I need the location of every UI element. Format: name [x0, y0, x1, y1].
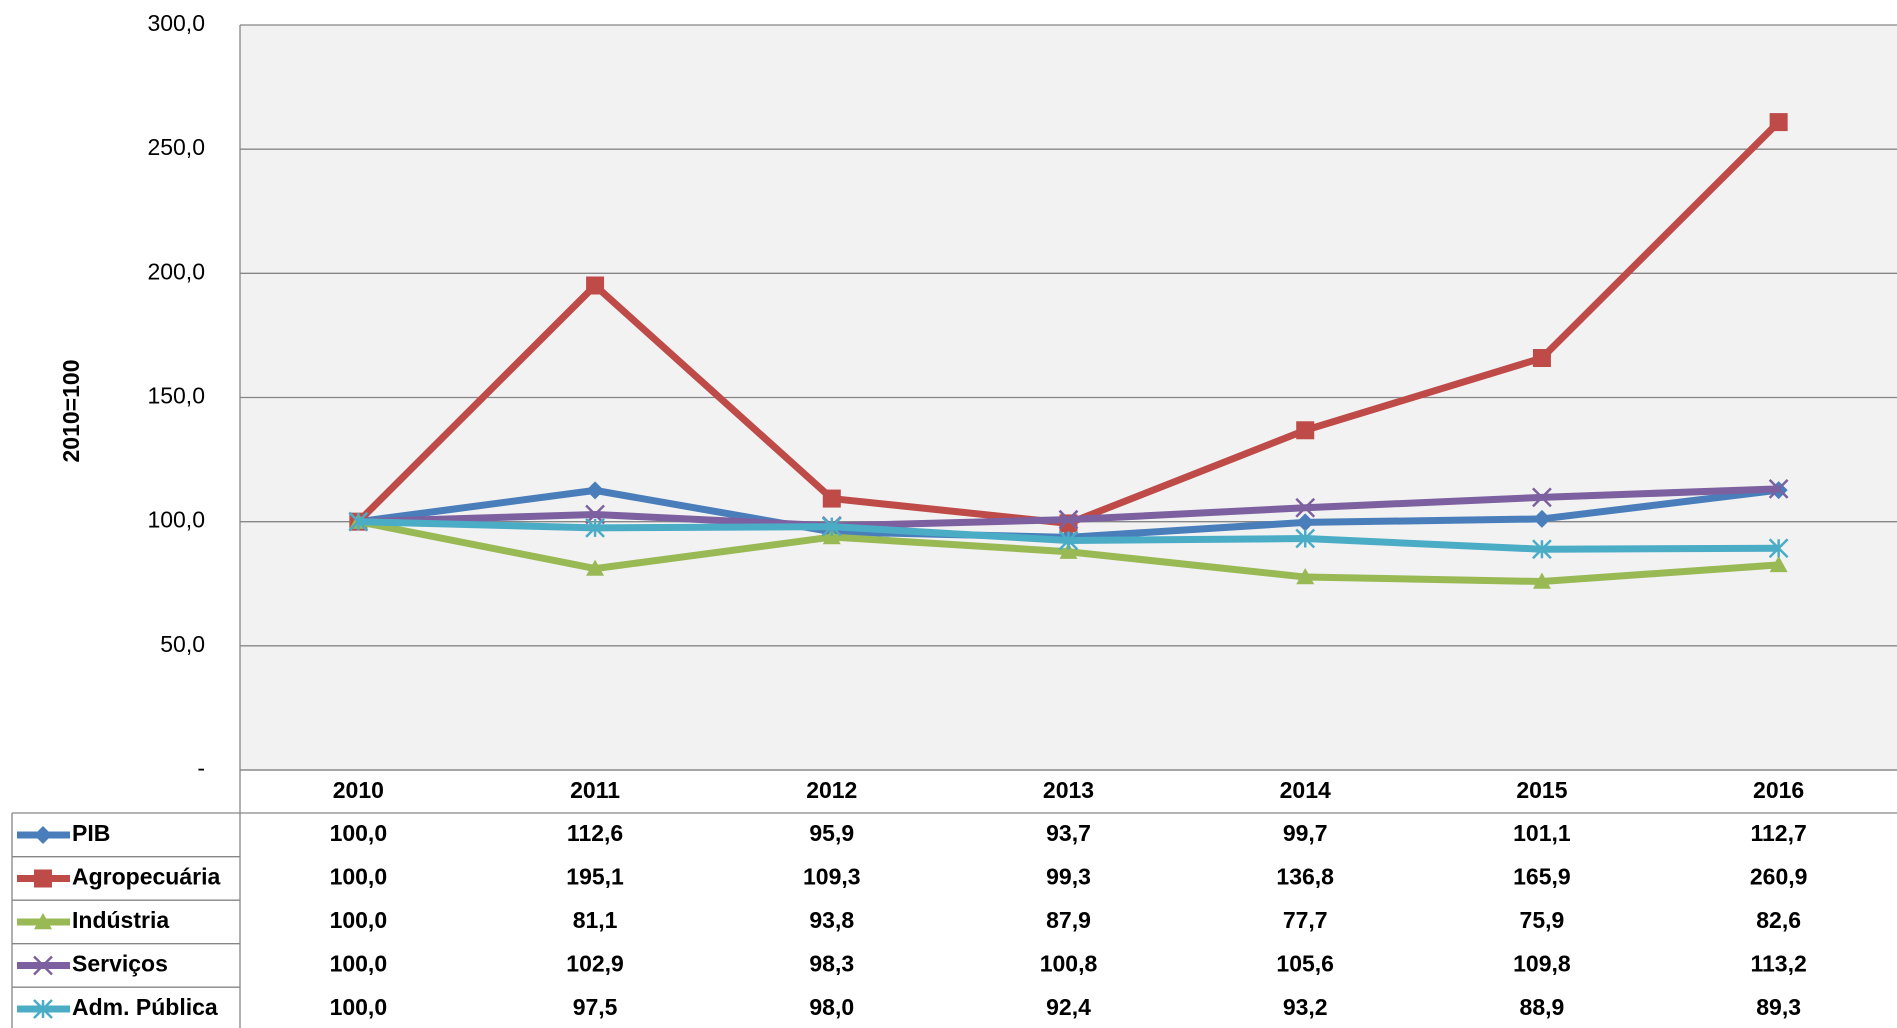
x-tick-label: 2014 [1280, 777, 1331, 803]
y-tick-label: 50,0 [160, 631, 205, 657]
legend-label: Adm. Pública [72, 994, 218, 1020]
table-cell: 82,6 [1756, 907, 1801, 933]
table-cell: 102,9 [566, 951, 624, 977]
table-cell: 89,3 [1756, 994, 1801, 1020]
y-tick-label: 300,0 [147, 10, 205, 36]
table-cell: 99,7 [1283, 820, 1328, 846]
marker [1532, 572, 1551, 589]
marker [1532, 487, 1552, 508]
table-cell: 98,0 [809, 994, 854, 1020]
table-cell: 136,8 [1276, 864, 1334, 890]
legend-key [33, 955, 53, 976]
legend-label: Indústria [72, 907, 169, 933]
marker [1768, 479, 1789, 499]
marker [1295, 528, 1316, 549]
marker [348, 511, 369, 532]
marker [34, 826, 52, 844]
x-tick-label: 2010 [333, 777, 384, 803]
marker [586, 276, 605, 295]
table-cell: 100,0 [330, 994, 388, 1020]
table-cell: 112,7 [1750, 820, 1806, 846]
table-cell: 101,1 [1513, 820, 1571, 846]
table-cell: 98,3 [809, 951, 854, 977]
table-cell: 165,9 [1513, 864, 1571, 890]
marker [821, 516, 842, 537]
marker [33, 955, 53, 976]
legend-label: PIB [72, 820, 110, 846]
marker [585, 517, 605, 538]
x-tick-label: 2013 [1043, 777, 1094, 803]
table-cell: 260,9 [1750, 864, 1808, 890]
table-cell: 95,9 [809, 820, 854, 846]
marker [1058, 530, 1079, 551]
y-tick-label: 250,0 [147, 134, 205, 160]
y-tick-label: 150,0 [147, 383, 205, 409]
legend-label: Agropecuária [72, 864, 220, 890]
marker [586, 481, 605, 500]
table-cell: 99,3 [1046, 864, 1091, 890]
table-cell: 92,4 [1046, 994, 1091, 1020]
legend-key [34, 913, 52, 930]
marker [34, 913, 52, 930]
marker [586, 559, 605, 576]
table-cell: 105,6 [1276, 951, 1334, 977]
table-cell: 100,0 [330, 820, 388, 846]
table-cell: 77,7 [1283, 907, 1328, 933]
legend-label: Serviços [72, 951, 168, 977]
legend-key [34, 869, 52, 888]
marker [1059, 542, 1078, 559]
marker [1296, 568, 1315, 585]
table-cell: 93,2 [1283, 994, 1328, 1020]
table-cell: 100,0 [330, 951, 388, 977]
marker [822, 528, 841, 545]
table-cell: 100,8 [1040, 951, 1098, 977]
marker [1532, 349, 1551, 368]
x-tick-label: 2012 [806, 777, 857, 803]
marker [1532, 509, 1551, 528]
legend-key [34, 826, 52, 844]
legend-key [33, 999, 53, 1019]
x-tick-label: 2016 [1753, 777, 1804, 803]
marker [34, 869, 52, 888]
table-cell: 112,6 [567, 820, 623, 846]
marker [1058, 509, 1079, 530]
table-cell: 109,3 [803, 864, 861, 890]
table-cell: 109,8 [1513, 951, 1571, 977]
marker [1532, 539, 1552, 560]
y-tick-label: 100,0 [147, 507, 205, 533]
table-cell: 113,2 [1750, 951, 1806, 977]
table-cell: 195,1 [566, 864, 624, 890]
marker [1768, 538, 1789, 559]
table-cell: 87,9 [1046, 907, 1091, 933]
table-cell: 100,0 [330, 864, 388, 890]
marker [1769, 555, 1788, 573]
table-cell: 75,9 [1520, 907, 1565, 933]
table-cell: 100,0 [330, 907, 388, 933]
table-cell: 93,8 [809, 907, 854, 933]
table-cell: 81,1 [573, 907, 618, 933]
table-cell: 97,5 [573, 994, 618, 1020]
x-tick-label: 2015 [1516, 777, 1567, 803]
y-axis-label: 2010=100 [58, 360, 84, 463]
marker [1296, 421, 1315, 440]
x-tick-label: 2011 [570, 777, 620, 803]
table-cell: 88,9 [1520, 994, 1565, 1020]
marker [33, 999, 53, 1019]
table-cell: 93,7 [1046, 820, 1091, 846]
marker [822, 489, 841, 508]
marker [1295, 497, 1316, 518]
marker [1296, 513, 1315, 532]
y-tick-label: 200,0 [147, 258, 205, 284]
marker [1769, 113, 1788, 132]
y-tick-label: - [197, 755, 205, 781]
